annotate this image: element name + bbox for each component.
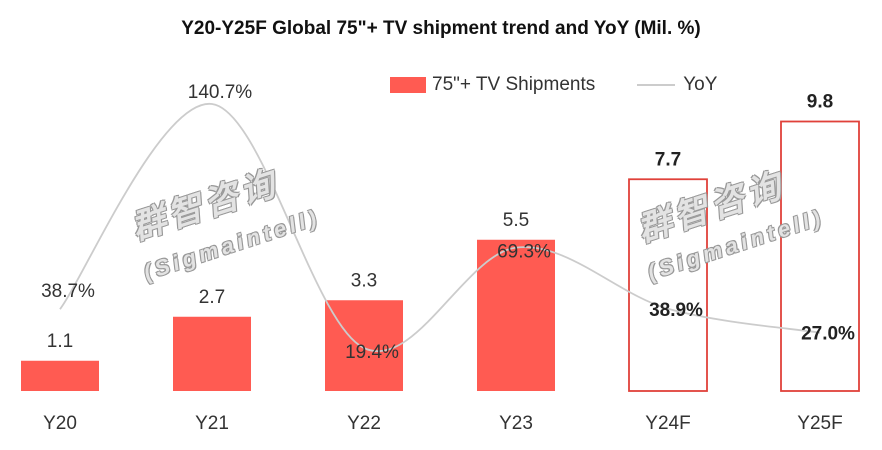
bar-label-y20: 1.1 xyxy=(47,331,73,352)
bar-y21 xyxy=(173,316,251,391)
legend-label-shipments: 75"+ TV Shipments xyxy=(432,74,596,95)
bar-label-y21: 2.7 xyxy=(199,287,225,308)
yoy-label-y22: 19.4% xyxy=(345,342,399,363)
x-tick-label-y23: Y23 xyxy=(499,413,533,434)
x-tick-label-y24f: Y24F xyxy=(645,413,690,434)
yoy-label-y24f: 38.9% xyxy=(649,300,703,321)
yoy-label-y21: 140.7% xyxy=(188,82,253,103)
x-tick-label-y25f: Y25F xyxy=(797,413,842,434)
yoy-label-y23: 69.3% xyxy=(497,242,551,263)
x-tick-label-y20: Y20 xyxy=(43,413,77,434)
bar-y20 xyxy=(21,360,99,391)
chart-title: Y20-Y25F Global 75"+ TV shipment trend a… xyxy=(181,18,701,39)
x-tick-label-y22: Y22 xyxy=(347,413,381,434)
legend-swatch-yoy xyxy=(637,84,676,86)
x-tick-label-y21: Y21 xyxy=(195,413,229,434)
legend-item-shipments: 75"+ TV Shipments xyxy=(390,74,595,96)
bar-y25f xyxy=(780,120,860,392)
legend-label-yoy: YoY xyxy=(683,74,718,95)
yoy-label-y25f: 27.0% xyxy=(801,324,855,345)
bar-label-y23: 5.5 xyxy=(503,210,529,231)
bar-y23 xyxy=(477,239,555,391)
bar-y22 xyxy=(325,300,403,391)
bar-label-y22: 3.3 xyxy=(351,270,377,291)
yoy-line xyxy=(59,103,821,352)
bar-label-y25f: 9.8 xyxy=(807,92,833,113)
bar-label-y24f: 7.7 xyxy=(655,149,681,170)
yoy-label-y20: 38.7% xyxy=(41,281,95,302)
legend-swatch-shipments xyxy=(390,77,426,93)
bar-y24f xyxy=(628,178,708,392)
legend: 75"+ TV Shipments YoY xyxy=(390,72,759,98)
legend-item-yoy: YoY xyxy=(637,74,717,96)
